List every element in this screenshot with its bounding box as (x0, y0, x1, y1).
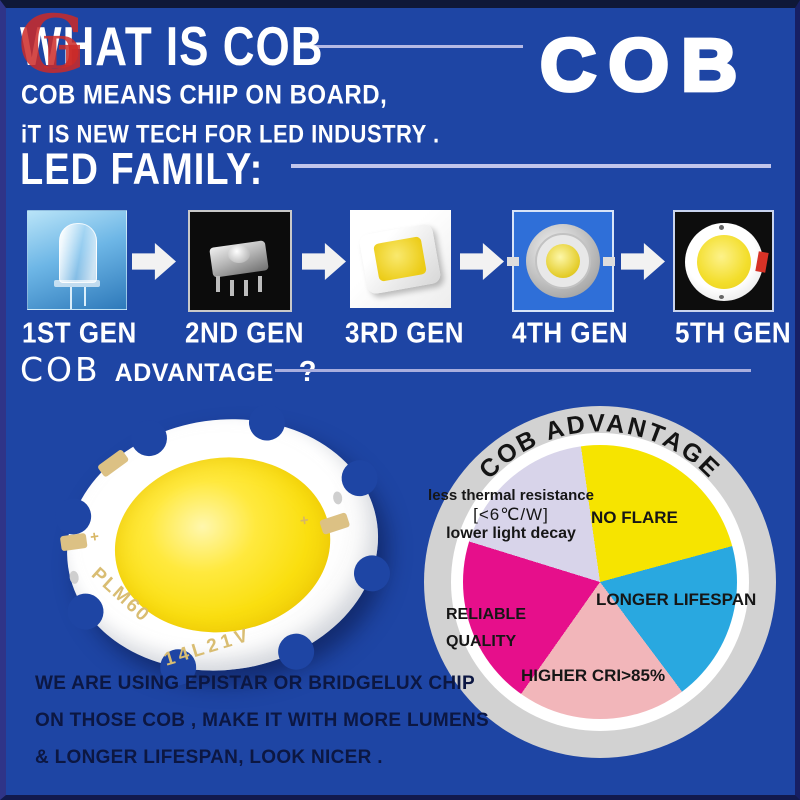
cob-led-hole (719, 295, 724, 299)
pie-slice-label-longer-lifespan: LONGER LIFESPAN (596, 590, 757, 609)
pie-slice-label-reliable-quality: RELIABLE QUALITY (446, 606, 526, 650)
piranha-led-leg (244, 280, 248, 296)
cob-advantage-heading: COB ADVANTAGE ? (20, 350, 317, 389)
power-led-tab (603, 257, 615, 266)
title-divider-line (311, 45, 523, 48)
brand-logo-cob: COB (538, 21, 750, 108)
piranha-led-leg (258, 276, 262, 292)
piranha-led-dome (228, 245, 250, 263)
page-title: WHAT IS COB (20, 16, 324, 78)
power-led-tab (507, 257, 519, 266)
gen2-label: 2ND GEN (185, 316, 305, 349)
subtitle-line2: iT IS NEW TECH FOR LED INDUSTRY . (21, 120, 440, 148)
power-led-dome (546, 244, 580, 278)
footer-note-line1: WE ARE USING EPISTAR OR BRIDGELUX CHIP (35, 673, 475, 694)
cob-led-connector (755, 251, 769, 273)
polarity-plus-mark: + (298, 511, 310, 530)
gen2-image-piranha-led (188, 210, 292, 312)
gen1-image-dip-led (27, 210, 127, 310)
pie-slice-label-no-flare: NO FLARE (591, 508, 678, 527)
pie-slice-label-higher-cri: HIGHER CRI>85% (521, 666, 666, 685)
dip-led-dome-icon (59, 223, 97, 283)
pie-chart-title: COB ADVANTAGE (474, 409, 724, 484)
gen3-image-smd-led (350, 210, 451, 308)
gen1-label: 1ST GEN (22, 316, 137, 349)
arrow-right-icon (132, 243, 176, 280)
cob-module-photo: + + PLM60 14L21V (10, 386, 434, 710)
watermark-logo-d-icon: D (42, 28, 81, 79)
arrow-right-icon (302, 243, 346, 280)
arrow-right-icon (621, 243, 665, 280)
cob-led-hole (719, 225, 724, 230)
gen5-image-cob-led (673, 210, 774, 312)
led-family-heading: LED FAMILY: (20, 145, 264, 195)
footer-note-line3: & LONGER LIFESPAN, LOOK NICER . (35, 747, 383, 768)
watermark-logo-g-icon: G (18, 0, 87, 91)
gen3-label: 3RD GEN (345, 316, 465, 349)
dip-led-leg (84, 287, 86, 306)
led-family-divider-line (291, 164, 771, 168)
dip-led-leg (70, 287, 72, 309)
piranha-led-leg (230, 280, 234, 296)
arrow-right-icon (460, 243, 504, 280)
advantage-word-advantage: ADVANTAGE (114, 359, 274, 387)
piranha-led-leg (216, 276, 220, 292)
footer-note-line2: ON THOSE COB , MAKE IT WITH MORE LUMENS (35, 710, 489, 731)
pie-title-arc: COB ADVANTAGE (474, 409, 726, 484)
subtitle-line1: COB MEANS CHIP ON BOARD, (21, 80, 388, 111)
advantage-word-cob: COB (20, 350, 101, 389)
smd-led-body-icon (358, 223, 442, 295)
svg-text:COB ADVANTAGE: COB ADVANTAGE (474, 409, 726, 484)
cob-led-phosphor (697, 235, 751, 289)
dip-led-flange (54, 280, 100, 287)
advantage-question-mark: ? (298, 356, 317, 388)
gen4-label: 4TH GEN (512, 316, 629, 349)
smd-led-phosphor (373, 236, 427, 282)
pie-slice-label-thermal: less thermal resistance [<6℃/W] lower li… (428, 487, 594, 542)
gen5-label: 5TH GEN (675, 316, 792, 349)
cob-advantage-pie (463, 445, 737, 719)
advantage-divider-line (275, 369, 751, 372)
polarity-plus-mark: + (89, 528, 101, 547)
gen4-image-high-power-led (507, 210, 615, 312)
